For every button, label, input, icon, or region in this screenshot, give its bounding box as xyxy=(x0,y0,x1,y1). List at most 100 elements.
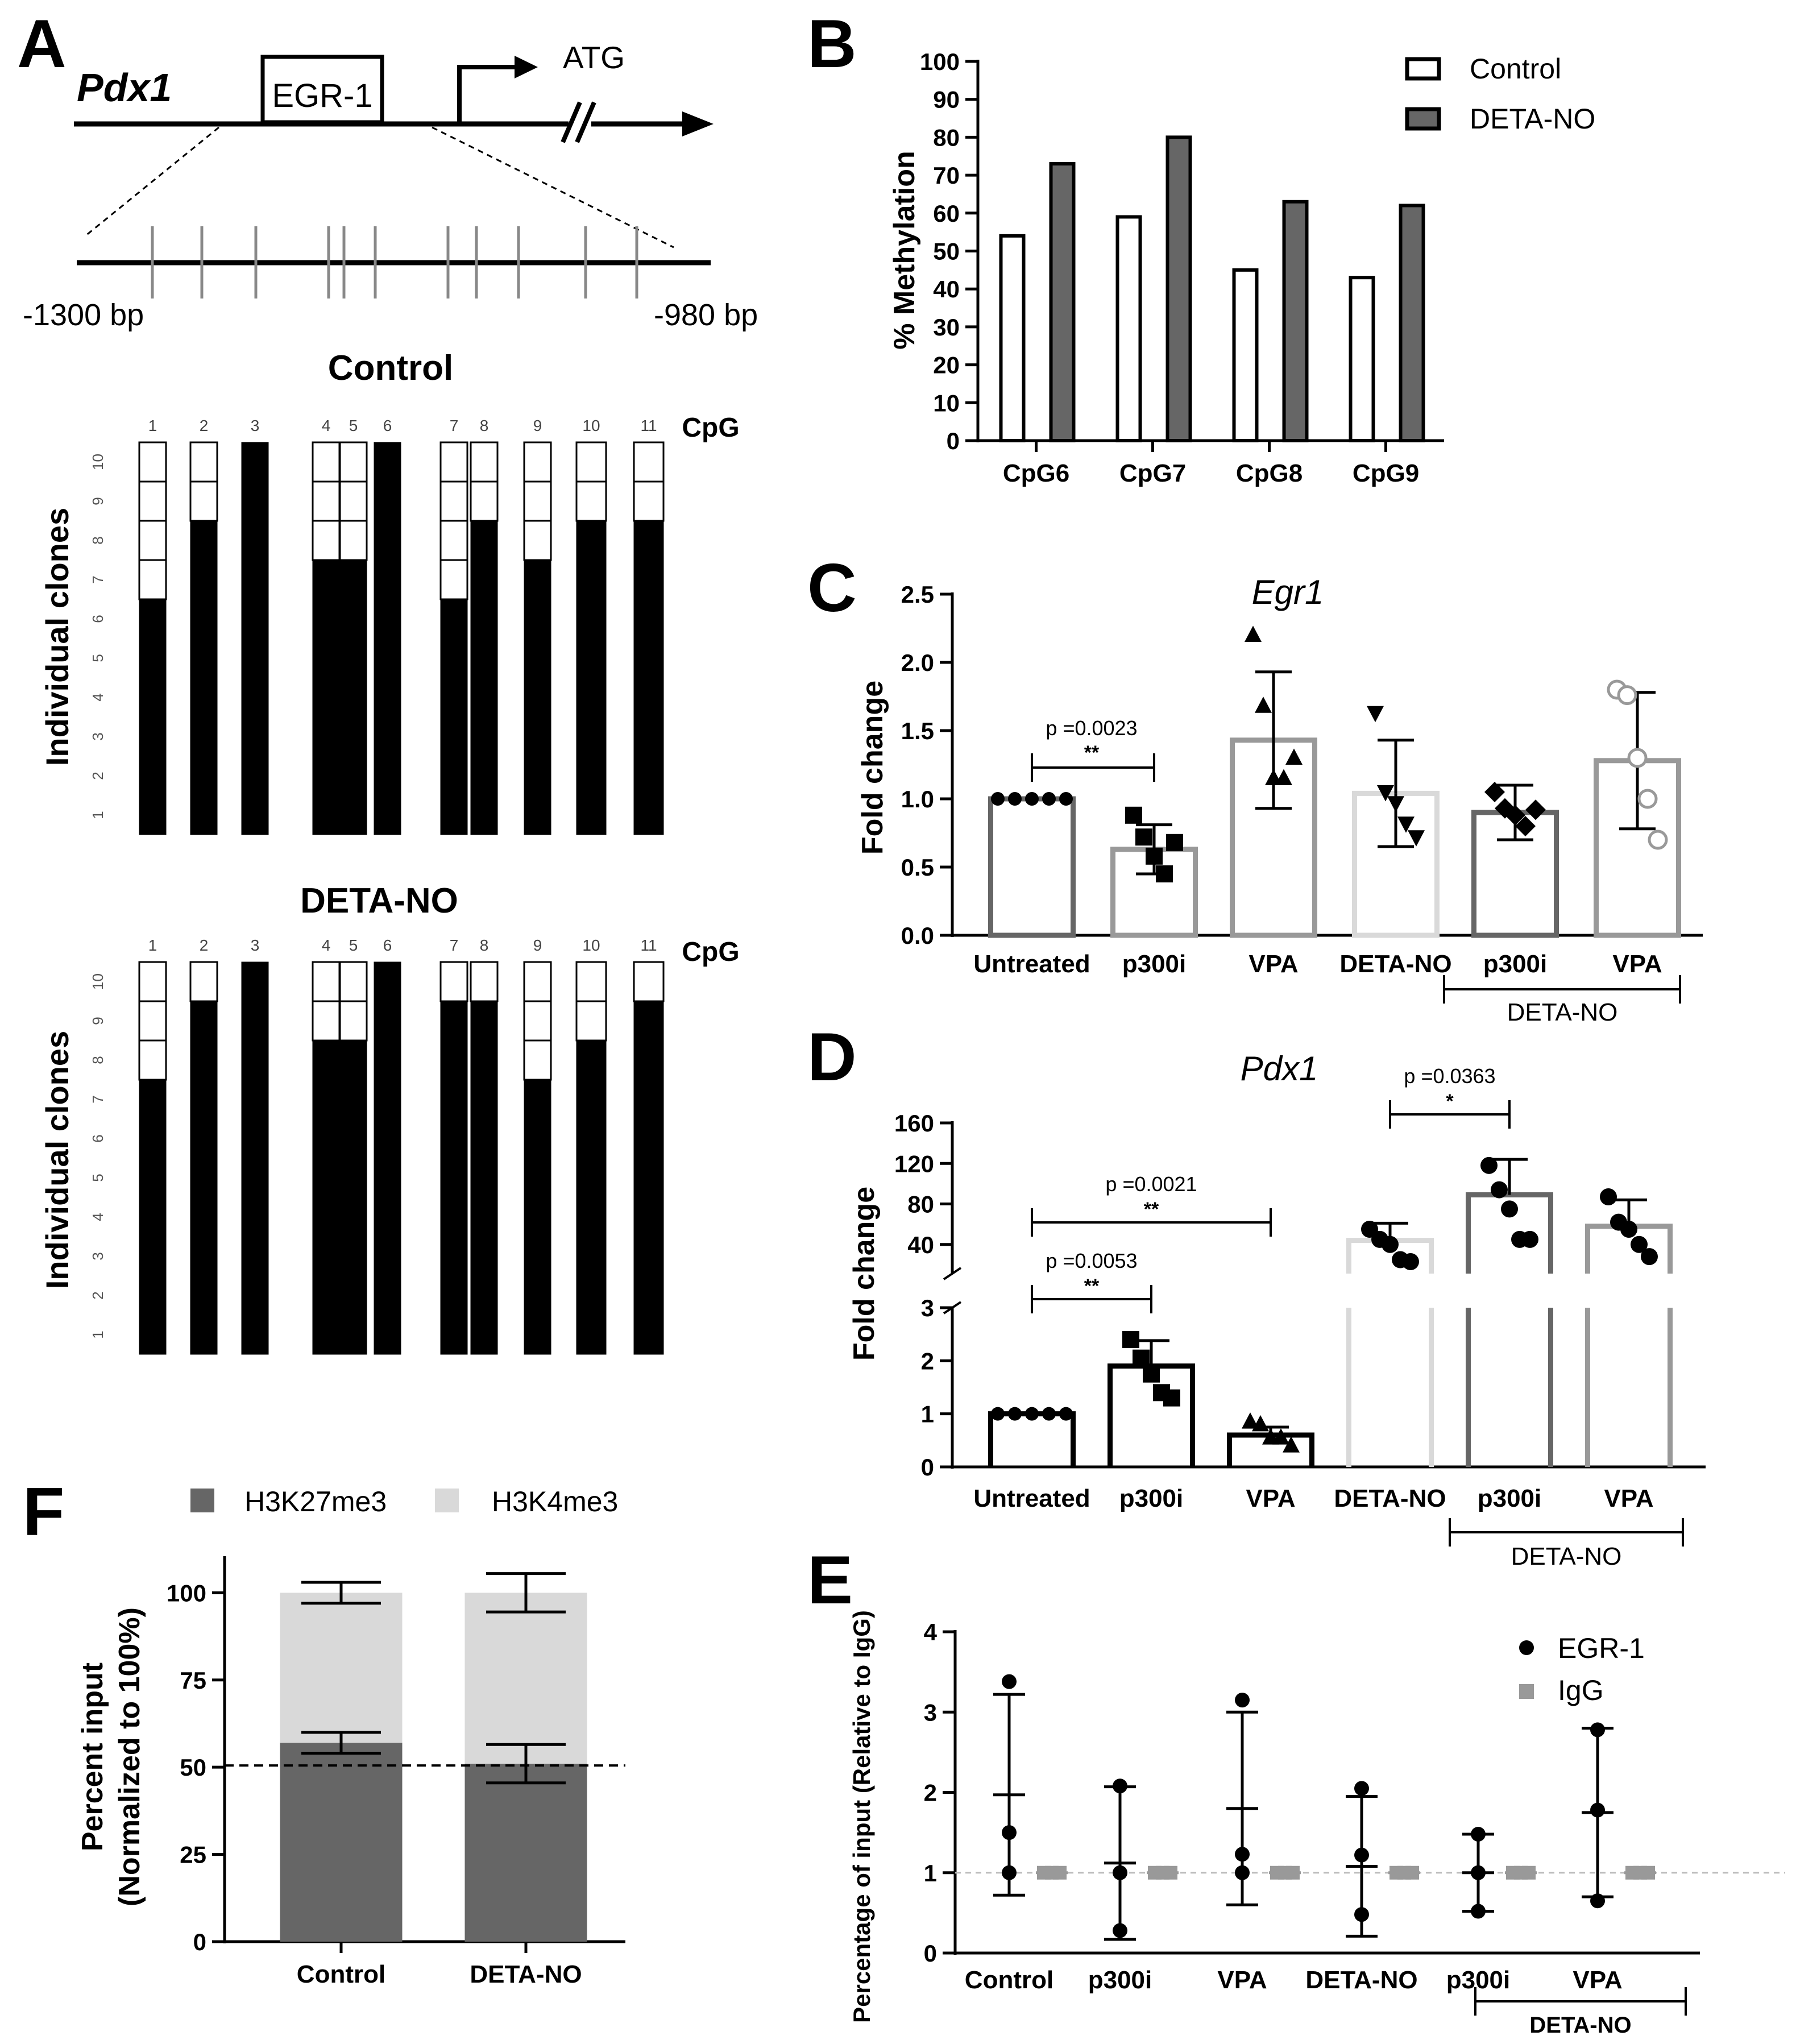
clone-number: 8 xyxy=(89,536,106,544)
data-point xyxy=(1025,1407,1039,1421)
methylated-cpg xyxy=(339,677,367,718)
igg-data-point xyxy=(1164,1865,1177,1880)
unmethylated-cpg xyxy=(312,520,341,561)
p-value: p =0.0053 xyxy=(1046,1249,1137,1272)
y-tick-label: 0.0 xyxy=(901,922,934,949)
cpg-number: 5 xyxy=(349,936,358,954)
egr1-data-point xyxy=(1113,1865,1127,1880)
methylated-cpg xyxy=(633,559,664,600)
methylated-cpg xyxy=(339,1118,367,1159)
methylated-cpg xyxy=(241,442,269,482)
clone-number: 10 xyxy=(89,973,106,990)
unmethylated-cpg xyxy=(339,961,368,1002)
methylated-cpg xyxy=(576,599,607,639)
y-tick-label: 1 xyxy=(924,1860,937,1887)
methylated-cpg xyxy=(576,1315,607,1355)
methylated-cpg xyxy=(312,559,340,600)
unmethylated-cpg xyxy=(138,559,167,600)
methylated-cpg xyxy=(524,559,551,600)
x-category-label: DETA-NO xyxy=(470,1960,582,1988)
e-plot-area: 0 1 2 3 4 Control p300i VPA DETA-NO p300i VPA DETA-… xyxy=(924,1619,1785,2038)
cpg-number: 11 xyxy=(640,936,657,954)
data-point xyxy=(1382,1235,1399,1253)
b-legend-deta-swatch xyxy=(1405,107,1441,131)
x-category-label: p300i xyxy=(1088,1966,1152,1994)
methylated-cpg xyxy=(312,599,340,639)
data-point xyxy=(1156,865,1173,882)
clone-number: 6 xyxy=(89,615,106,623)
methylated-cpg xyxy=(139,756,167,796)
unmethylated-cpg xyxy=(575,441,607,483)
d-title: Pdx1 xyxy=(1241,1050,1318,1088)
methylated-cpg xyxy=(241,1197,269,1237)
bar-deta-no xyxy=(1399,204,1425,442)
data-point xyxy=(1146,847,1163,865)
bar-h3k4me3 xyxy=(280,1593,403,1743)
bar-control xyxy=(1349,276,1375,442)
igg-data-point xyxy=(1286,1865,1300,1880)
y-tick-label: 0 xyxy=(921,1454,934,1481)
methylated-cpg xyxy=(440,599,468,639)
e-y-label: Percentage of input (Relative to IgG) xyxy=(848,1610,875,2023)
methylated-cpg xyxy=(139,677,167,718)
y-tick-label: 0 xyxy=(947,428,960,454)
f-y-label: Percent input xyxy=(76,1662,109,1851)
methylated-cpg xyxy=(633,1315,664,1355)
clone-number: 6 xyxy=(89,1134,106,1142)
methylated-cpg xyxy=(241,1158,269,1198)
methylated-cpg xyxy=(470,559,498,600)
methylated-cpg xyxy=(374,442,401,482)
y-tick-label: 100 xyxy=(920,48,960,75)
x-category-label: VPA xyxy=(1604,1485,1653,1512)
egr1-box xyxy=(260,55,384,125)
methylated-cpg xyxy=(139,1118,167,1159)
methylated-cpg xyxy=(374,1158,401,1198)
data-point xyxy=(1283,1436,1300,1453)
x-category-label: p300i xyxy=(1122,950,1187,978)
break-mark-2 xyxy=(575,101,596,143)
c-plot-area: 0.0 0.5 1.0 1.5 2.0 2.5 Untreated p300i VPA DETA-… xyxy=(901,581,1703,1026)
egr1-data-point xyxy=(1002,1825,1017,1840)
unmethylated-cpg xyxy=(633,480,665,522)
methylated-cpg xyxy=(440,1275,468,1316)
methylated-cpg xyxy=(374,1315,401,1355)
clone-number: 2 xyxy=(89,772,106,780)
x-category-label: p300i xyxy=(1446,1966,1511,1994)
data-point xyxy=(1648,830,1668,850)
data-point xyxy=(1008,792,1022,806)
egr1-box-label: EGR-1 xyxy=(272,77,372,114)
methylated-cpg xyxy=(576,1040,607,1080)
methylated-cpg xyxy=(241,1001,269,1041)
deta-cpg-header: CpG xyxy=(682,937,739,967)
methylated-cpg xyxy=(139,716,167,757)
methylated-cpg xyxy=(241,1236,269,1276)
y-tick-label: 160 xyxy=(894,1110,934,1137)
methylated-cpg xyxy=(576,1275,607,1316)
y-tick-label: 1 xyxy=(921,1401,934,1428)
y-tick-label: 80 xyxy=(933,124,960,151)
methylated-cpg xyxy=(374,716,401,757)
methylated-cpg xyxy=(576,756,607,796)
unmethylated-cpg xyxy=(339,520,368,561)
unmethylated-cpg xyxy=(138,480,167,522)
unmethylated-cpg xyxy=(312,1000,341,1042)
data-point xyxy=(1484,782,1505,802)
d-plot-area: 0 1 2 3 40 80 120 160 Untreated p300i VPA DETA-NO p3… xyxy=(894,1064,1706,1570)
bar xyxy=(1466,1192,1553,1274)
data-point xyxy=(1059,792,1073,806)
egr1-data-point xyxy=(1235,1865,1250,1880)
b-plot-area: 0 10 20 30 40 50 60 70 80 90 100 CpG6 CpG7 CpG8 CpG9 xyxy=(920,48,1444,487)
data-point xyxy=(1387,796,1404,812)
b-legend-control-label: Control xyxy=(1470,53,1561,85)
unmethylated-cpg xyxy=(439,559,468,600)
data-point xyxy=(1025,792,1039,806)
egr1-data-point xyxy=(1590,1802,1605,1818)
data-point xyxy=(1377,785,1394,802)
egr1-data-point xyxy=(1113,1778,1127,1794)
y-tick-label: 75 xyxy=(180,1667,206,1694)
methylated-cpg xyxy=(312,716,340,757)
methylated-cpg xyxy=(524,795,551,835)
methylated-cpg xyxy=(633,716,664,757)
clone-number: 3 xyxy=(89,1252,106,1260)
panel-f: F H3K27me3 H3K4me3 Percent input (Normal… xyxy=(23,1474,625,1988)
